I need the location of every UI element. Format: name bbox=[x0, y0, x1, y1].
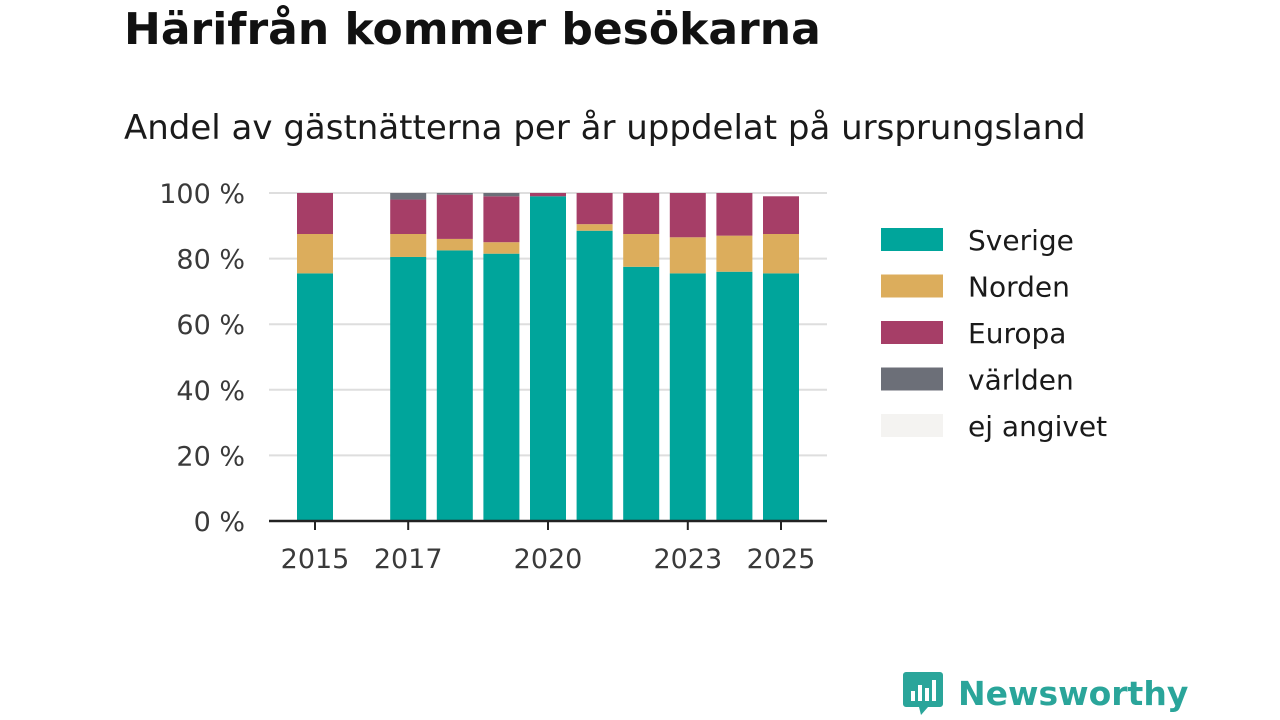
bar-segment bbox=[297, 273, 333, 521]
bar-segment bbox=[390, 234, 427, 257]
newsworthy-logo-icon bbox=[903, 672, 943, 715]
bar-segment bbox=[763, 196, 799, 234]
legend-swatch bbox=[881, 321, 943, 344]
y-tick-label: 100 % bbox=[159, 179, 245, 210]
legend-label: Sverige bbox=[968, 224, 1074, 257]
bar-segment bbox=[483, 193, 520, 197]
bar-segment bbox=[436, 193, 473, 195]
bar-segment bbox=[436, 194, 473, 239]
y-tick-label: 80 % bbox=[176, 245, 245, 276]
bar-segment bbox=[716, 193, 753, 236]
bar-segment bbox=[436, 250, 473, 521]
bar-segment bbox=[530, 193, 566, 197]
legend-swatch bbox=[881, 274, 943, 298]
y-tick-label: 0 % bbox=[194, 507, 245, 538]
x-tick-label: 2015 bbox=[281, 544, 350, 575]
legend-swatch bbox=[881, 367, 943, 391]
bar-segment bbox=[436, 238, 473, 251]
bar-segment bbox=[623, 234, 660, 267]
bar-segment bbox=[297, 193, 333, 234]
bar-segment bbox=[390, 256, 427, 521]
bar-segment bbox=[483, 242, 520, 254]
bar-segment bbox=[576, 193, 613, 225]
bar-segment bbox=[576, 230, 613, 521]
legend-label: ej angivet bbox=[968, 410, 1107, 443]
bar-segment bbox=[669, 237, 706, 274]
y-tick-label: 60 % bbox=[176, 310, 245, 341]
x-tick-label: 2025 bbox=[747, 544, 816, 575]
x-tick-label: 2017 bbox=[374, 544, 443, 575]
x-tick-label: 2020 bbox=[514, 544, 583, 575]
chart-title: Härifrån kommer besökarna bbox=[124, 4, 821, 55]
legend-label: världen bbox=[968, 364, 1074, 397]
legend-label: Norden bbox=[968, 271, 1070, 304]
bar-segment bbox=[716, 271, 753, 521]
chart-subtitle: Andel av gästnätterna per år uppdelat på… bbox=[124, 108, 1086, 148]
bar-segment bbox=[483, 253, 520, 521]
legend-swatch bbox=[881, 228, 943, 251]
brand-name: Newsworthy bbox=[958, 673, 1189, 713]
legend-swatch bbox=[881, 414, 943, 437]
bar-segment bbox=[623, 266, 660, 521]
legend-label: Europa bbox=[968, 317, 1066, 350]
bar-segment bbox=[669, 273, 706, 521]
bar-segment bbox=[576, 224, 613, 231]
y-tick-label: 20 % bbox=[176, 441, 245, 472]
bar-segment bbox=[716, 235, 753, 272]
bar-segment bbox=[483, 196, 520, 243]
bar-segment bbox=[297, 234, 333, 274]
bar-segment bbox=[530, 196, 566, 521]
y-tick-label: 40 % bbox=[176, 376, 245, 407]
bar-segment bbox=[763, 234, 799, 274]
bar-segment bbox=[669, 193, 706, 238]
bar-segment bbox=[390, 199, 427, 234]
x-tick-label: 2023 bbox=[653, 544, 722, 575]
bar-segment bbox=[763, 273, 799, 521]
bar-segment bbox=[623, 193, 660, 234]
bar-segment bbox=[390, 193, 427, 200]
stacked-bar-chart: 0 % 20 % 40 % 60 % 80 % 100 % 2015 2017 2020 2023… bbox=[159, 179, 1107, 575]
newsworthy-brand: Newsworthy bbox=[902, 670, 1188, 716]
